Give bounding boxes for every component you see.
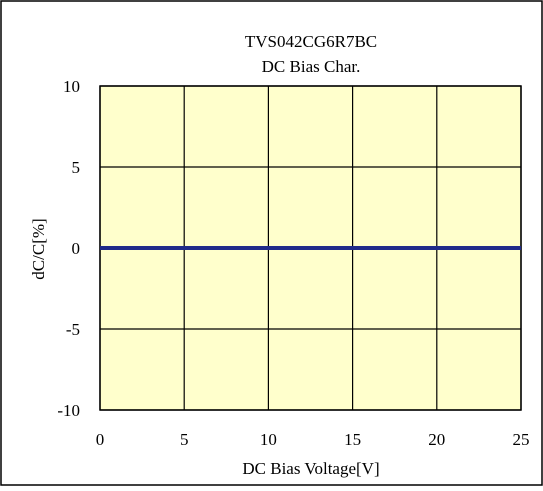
plot-area: 0 5 10 15 20 25 10 5 0 -5 -10 [57, 77, 529, 449]
y-tick-label-2: 0 [72, 239, 81, 258]
x-tick-label-2: 10 [260, 430, 277, 449]
y-tick-label-4: -10 [57, 401, 80, 420]
x-tick-label-1: 5 [180, 430, 189, 449]
x-tick-label-3: 15 [344, 430, 361, 449]
x-axis-label: DC Bias Voltage[V] [242, 459, 379, 478]
chart-title: TVS042CG6R7BC [245, 32, 377, 51]
x-tick-label-0: 0 [96, 430, 105, 449]
y-axis-label: dC/C[%] [29, 218, 48, 279]
x-tick-label-5: 25 [513, 430, 530, 449]
y-tick-label-0: 10 [63, 77, 80, 96]
x-tick-label-4: 20 [428, 430, 445, 449]
y-tick-label-1: 5 [72, 158, 81, 177]
chart-subtitle: DC Bias Char. [262, 57, 361, 76]
y-tick-label-3: -5 [66, 320, 80, 339]
